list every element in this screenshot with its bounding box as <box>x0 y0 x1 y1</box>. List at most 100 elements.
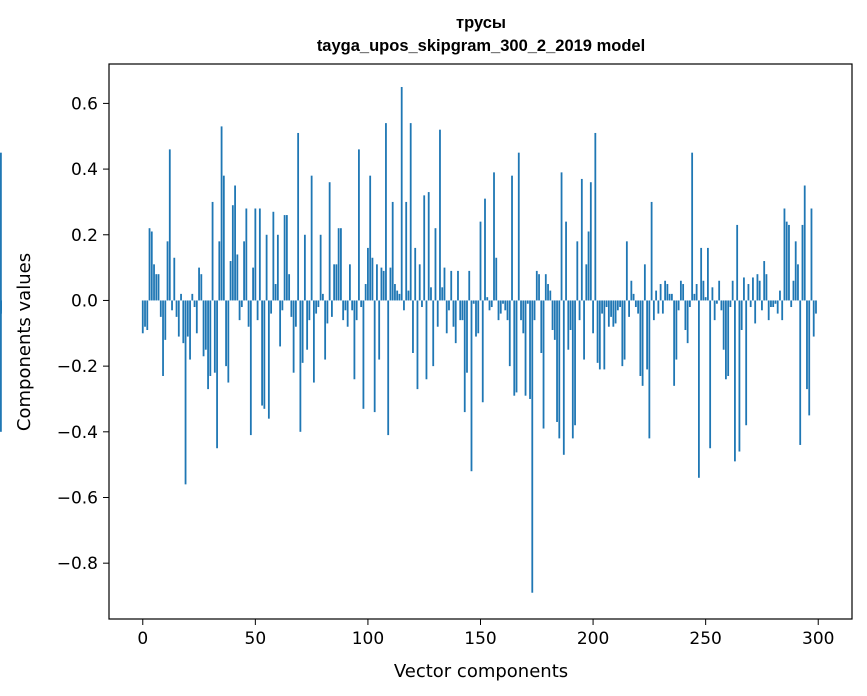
bar-244 <box>691 152 694 301</box>
bar-110 <box>389 267 392 301</box>
bar-3 <box>148 228 151 301</box>
bar-81 <box>324 300 327 360</box>
bar-189 <box>567 300 570 350</box>
bar-252 <box>709 300 712 449</box>
bar-185 <box>558 300 561 439</box>
x-tick-label: 150 <box>464 629 496 649</box>
bar-10 <box>164 300 167 340</box>
bar-239 <box>679 280 682 301</box>
bar-94 <box>353 300 356 380</box>
bar-283 <box>779 290 781 301</box>
bar-34 <box>218 241 221 301</box>
y-tick-label: 0.6 <box>71 94 98 114</box>
bar-293 <box>801 224 804 301</box>
bar-253 <box>711 287 714 301</box>
bar-219 <box>634 300 637 308</box>
bar-170 <box>524 300 527 396</box>
bar-23 <box>193 300 196 308</box>
bar-235 <box>670 293 673 301</box>
bar-161 <box>504 300 507 311</box>
bar-56 <box>267 300 270 419</box>
bar-103 <box>373 300 376 413</box>
bar-288 <box>790 300 793 308</box>
x-tick-label: 200 <box>577 629 609 649</box>
bar-105 <box>378 300 381 360</box>
bar-272 <box>754 300 757 324</box>
bar-120 <box>412 300 414 353</box>
x-tick-label: 100 <box>352 629 384 649</box>
bar-15 <box>175 300 178 317</box>
bar-7 <box>157 274 160 301</box>
bar-144 <box>466 300 468 373</box>
bar-121 <box>414 247 417 301</box>
bar-256 <box>718 280 721 301</box>
bar-26 <box>200 274 203 301</box>
bar-245 <box>693 293 696 301</box>
bar-169 <box>522 300 525 334</box>
x-tick-label: 50 <box>245 629 267 649</box>
bar-13 <box>171 300 173 311</box>
bar-122 <box>416 300 419 390</box>
bar-177 <box>540 300 543 353</box>
bar-48 <box>249 300 252 436</box>
bar-11 <box>166 241 169 301</box>
bar-265 <box>738 300 741 452</box>
bar-41 <box>234 185 236 301</box>
bar-18 <box>182 300 185 344</box>
bar-285 <box>783 208 786 301</box>
bar-158 <box>497 300 500 321</box>
bar-277 <box>765 274 768 301</box>
bar-247 <box>698 300 700 478</box>
bar-115 <box>400 86 403 301</box>
bar-4 <box>150 231 153 301</box>
bar-255 <box>716 300 718 304</box>
bar-2 <box>146 300 149 331</box>
bar-79 <box>319 234 322 301</box>
bar-294 <box>803 185 806 301</box>
bar-230 <box>659 284 662 301</box>
bar-73 <box>306 300 309 350</box>
bar-249 <box>702 280 705 301</box>
bar-217 <box>630 280 633 301</box>
bar-220 <box>637 300 640 314</box>
bar-260 <box>727 300 730 376</box>
y-tick-label: −0.6 <box>57 488 98 508</box>
bar-188 <box>565 221 567 301</box>
bar-150 <box>479 221 482 301</box>
bar-172 <box>529 300 531 399</box>
x-tick-label: 0 <box>137 629 148 649</box>
bar-68 <box>294 300 297 327</box>
bar-106 <box>380 267 383 301</box>
bar-258 <box>722 300 725 350</box>
bar-163 <box>508 300 511 367</box>
bar-44 <box>240 300 243 308</box>
bar-undefined <box>0 300 2 311</box>
bar-95 <box>355 300 358 321</box>
bar-200 <box>592 300 594 334</box>
bar-164 <box>511 175 513 301</box>
bar-226 <box>650 201 653 301</box>
bar-118 <box>407 290 410 301</box>
bar-129 <box>432 300 435 367</box>
bar-145 <box>468 270 471 301</box>
bar-127 <box>427 192 430 301</box>
bar-227 <box>652 300 655 321</box>
bar-40 <box>231 205 234 301</box>
bar-32 <box>213 300 216 373</box>
bar-101 <box>369 175 372 301</box>
bar-38 <box>227 300 230 383</box>
bar-107 <box>382 270 385 301</box>
bar-156 <box>493 172 495 301</box>
bar-99 <box>364 284 367 301</box>
bar-289 <box>792 280 795 301</box>
bar-114 <box>398 293 401 301</box>
bar-269 <box>747 284 750 301</box>
bar-274 <box>758 280 761 301</box>
bar-123 <box>418 264 421 301</box>
bar-89 <box>342 300 345 321</box>
bar-291 <box>797 264 799 301</box>
bar-36 <box>222 175 225 301</box>
bar-21 <box>189 300 191 360</box>
bar-131 <box>436 300 439 327</box>
bar-279 <box>770 300 772 308</box>
